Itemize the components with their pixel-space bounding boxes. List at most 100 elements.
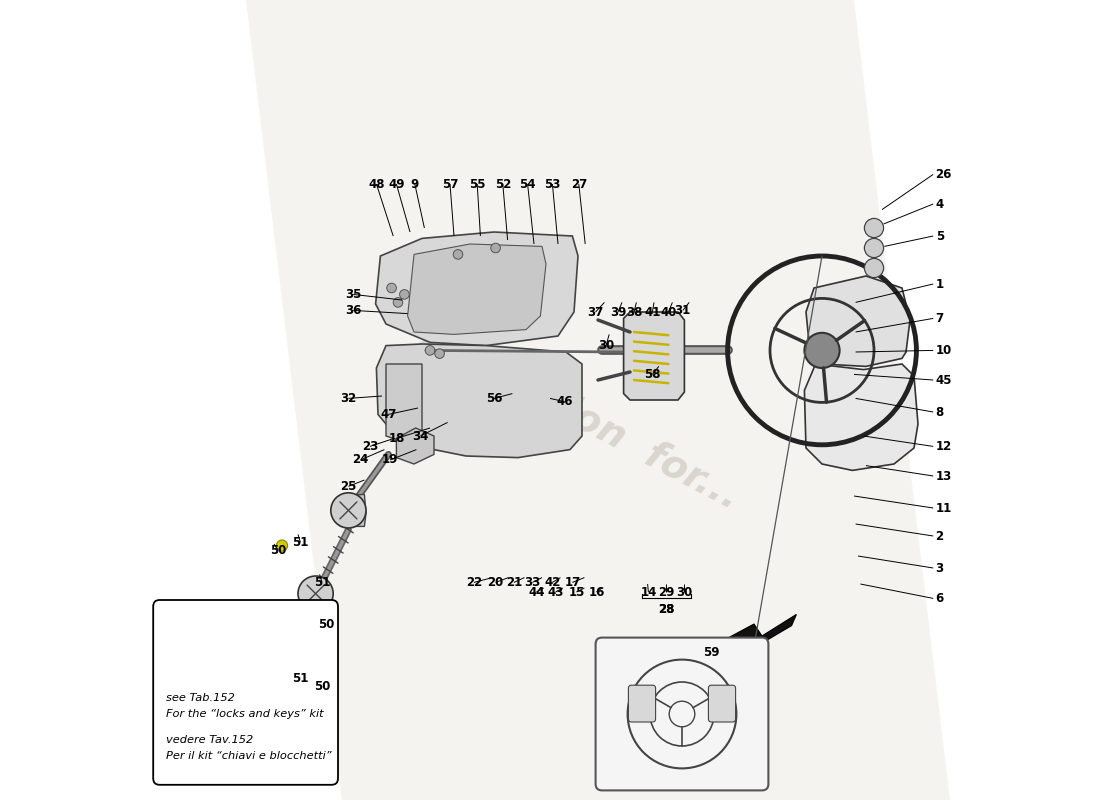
- Text: 4: 4: [936, 198, 944, 210]
- Circle shape: [393, 298, 403, 307]
- Polygon shape: [702, 614, 796, 658]
- Text: 9: 9: [410, 178, 419, 190]
- Text: 38: 38: [626, 306, 642, 318]
- FancyBboxPatch shape: [708, 685, 736, 722]
- Circle shape: [331, 493, 366, 528]
- FancyBboxPatch shape: [628, 685, 656, 722]
- Text: 11: 11: [936, 502, 952, 514]
- Text: 8: 8: [936, 406, 944, 418]
- Text: 24: 24: [352, 454, 368, 466]
- Text: 30: 30: [676, 586, 693, 598]
- Circle shape: [865, 218, 883, 238]
- Text: 13: 13: [936, 470, 952, 482]
- Text: 1: 1: [936, 278, 944, 290]
- Circle shape: [323, 616, 337, 629]
- Text: 36: 36: [345, 304, 362, 317]
- Text: 51: 51: [314, 576, 330, 589]
- Text: see Tab.152: see Tab.152: [166, 694, 235, 703]
- Text: 47: 47: [381, 408, 397, 421]
- Text: 32: 32: [340, 392, 356, 405]
- Text: 20: 20: [487, 576, 504, 589]
- Circle shape: [804, 333, 839, 368]
- Polygon shape: [624, 312, 684, 400]
- Text: 58: 58: [645, 368, 661, 381]
- Circle shape: [453, 250, 463, 259]
- Circle shape: [434, 349, 444, 358]
- Text: 42: 42: [544, 576, 561, 589]
- Polygon shape: [246, 0, 950, 800]
- Circle shape: [865, 258, 883, 278]
- Circle shape: [258, 657, 294, 692]
- Text: 26: 26: [936, 168, 952, 181]
- Text: 2: 2: [936, 530, 944, 542]
- Polygon shape: [804, 364, 918, 470]
- Circle shape: [319, 673, 333, 687]
- Text: 51: 51: [293, 672, 309, 685]
- Text: 22: 22: [466, 576, 482, 589]
- Text: 39: 39: [609, 306, 626, 318]
- Text: 30: 30: [598, 339, 614, 352]
- Text: 7: 7: [936, 312, 944, 325]
- Polygon shape: [182, 706, 326, 730]
- Text: 51: 51: [293, 536, 309, 549]
- Text: 28: 28: [658, 603, 674, 616]
- Text: 49: 49: [388, 178, 405, 190]
- Text: 48: 48: [368, 178, 385, 190]
- Polygon shape: [386, 364, 422, 448]
- Text: 33: 33: [525, 576, 540, 589]
- Text: 41: 41: [645, 306, 661, 318]
- Polygon shape: [340, 494, 366, 526]
- Text: 16: 16: [588, 586, 605, 598]
- Text: 12: 12: [936, 440, 952, 453]
- Text: 46: 46: [557, 395, 573, 408]
- Text: 14: 14: [640, 586, 657, 598]
- FancyBboxPatch shape: [595, 638, 769, 790]
- Text: 37: 37: [587, 306, 604, 318]
- Text: 43: 43: [548, 586, 564, 598]
- Text: 53: 53: [544, 178, 561, 190]
- Text: 10: 10: [936, 344, 952, 357]
- Circle shape: [298, 576, 333, 611]
- Text: 21: 21: [506, 576, 522, 589]
- Text: 18: 18: [388, 432, 405, 445]
- Circle shape: [865, 238, 883, 258]
- Polygon shape: [806, 276, 910, 366]
- Circle shape: [276, 540, 287, 551]
- Text: 25: 25: [340, 480, 356, 493]
- Text: 59: 59: [703, 646, 719, 658]
- Text: 54: 54: [519, 178, 536, 190]
- Text: 23: 23: [362, 440, 378, 453]
- Text: 50: 50: [318, 618, 334, 630]
- Text: 50: 50: [270, 544, 286, 557]
- Circle shape: [491, 243, 501, 253]
- Text: 57: 57: [442, 178, 459, 190]
- Text: 3: 3: [936, 562, 944, 574]
- Text: 52: 52: [495, 178, 512, 190]
- Text: 55: 55: [469, 178, 485, 190]
- Text: 35: 35: [345, 288, 362, 301]
- Circle shape: [426, 346, 434, 355]
- Text: vedere Tav.152: vedere Tav.152: [166, 735, 253, 745]
- Text: A  passion  for...: A passion for...: [417, 316, 747, 516]
- Text: 6: 6: [936, 592, 944, 605]
- Polygon shape: [375, 232, 578, 346]
- Text: 28: 28: [659, 603, 675, 616]
- Text: 31: 31: [674, 304, 691, 317]
- Text: 19: 19: [382, 454, 398, 466]
- Polygon shape: [408, 244, 546, 334]
- Text: 27: 27: [571, 178, 587, 190]
- Text: 50: 50: [314, 680, 330, 693]
- Circle shape: [387, 283, 396, 293]
- Text: 40: 40: [660, 306, 676, 318]
- Text: 5: 5: [936, 230, 944, 242]
- Polygon shape: [376, 344, 582, 458]
- Text: 17: 17: [564, 576, 581, 589]
- FancyBboxPatch shape: [153, 600, 338, 785]
- Text: 15: 15: [569, 586, 584, 598]
- Circle shape: [399, 290, 409, 299]
- Text: For the “locks and keys” kit: For the “locks and keys” kit: [166, 710, 323, 719]
- Text: 29: 29: [658, 586, 674, 598]
- Text: 34: 34: [412, 430, 429, 442]
- Text: 45: 45: [936, 374, 953, 386]
- Text: 44: 44: [528, 586, 544, 598]
